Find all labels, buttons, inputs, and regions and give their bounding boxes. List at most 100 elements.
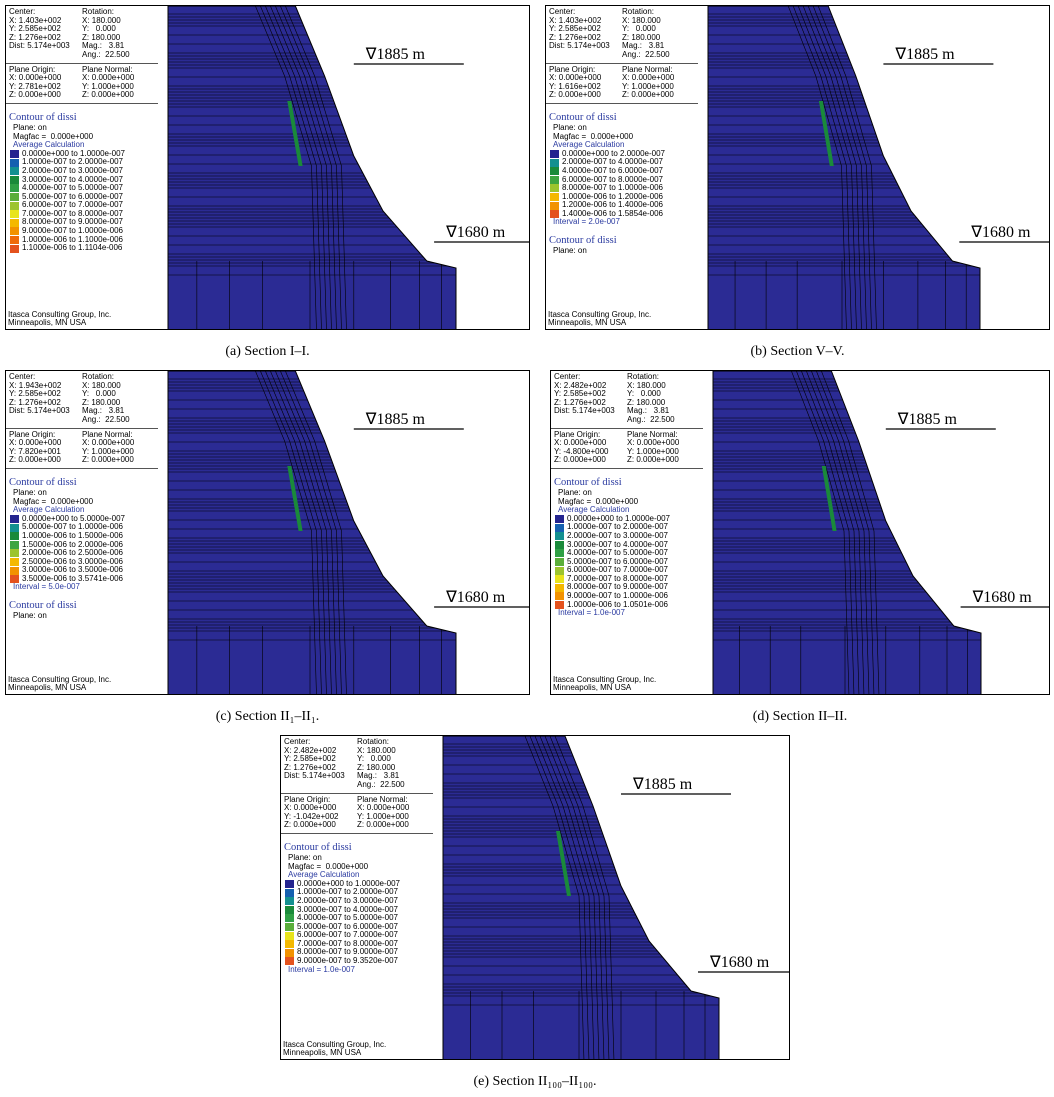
figure: (() => { const data = JSON.parse(documen… bbox=[0, 0, 1054, 1097]
legend-swatch bbox=[555, 584, 564, 592]
footer: Itasca Consulting Group, Inc.Minneapolis… bbox=[8, 311, 111, 328]
elevation-label: ∇1885 m bbox=[632, 776, 693, 793]
info-line: Dist: 5.174e+003 bbox=[284, 772, 357, 781]
info-column: Plane Normal:X: 0.000e+000Y: 1.000e+000Z… bbox=[82, 431, 155, 465]
legend-swatch bbox=[10, 558, 19, 566]
legend-panel: Center:X: 1.403e+002Y: 2.585e+002Z: 1.27… bbox=[546, 6, 698, 329]
contour-line: Plane: on bbox=[13, 612, 158, 621]
legend-swatch bbox=[10, 193, 19, 201]
legend-swatch bbox=[10, 567, 19, 575]
info-line: Dist: 5.174e+003 bbox=[9, 42, 82, 51]
legend-panel: Center:X: 1.403e+002Y: 2.585e+002Z: 1.27… bbox=[6, 6, 158, 329]
legend-swatch bbox=[285, 906, 294, 914]
elevation-label: ∇1885 m bbox=[365, 411, 426, 428]
view-info: Center:X: 2.482e+002Y: 2.585e+002Z: 1.27… bbox=[551, 371, 703, 429]
legend-swatch bbox=[10, 245, 19, 253]
plane-info: Plane Origin:X: 0.000e+000Y: 7.820e+001Z… bbox=[6, 429, 158, 469]
info-column: Plane Origin:X: 0.000e+000Y: 7.820e+001Z… bbox=[9, 431, 82, 465]
legend-swatch bbox=[10, 549, 19, 557]
info-line: Ang.: 22.500 bbox=[357, 781, 430, 790]
info-column: Plane Origin:X: 0.000e+000Y: -1.042e+002… bbox=[284, 796, 357, 830]
legend-entry: 1.1000e-006 to 1.1104e-006 bbox=[10, 244, 158, 253]
legend-swatch bbox=[285, 923, 294, 931]
info-line: Z: 0.000e+000 bbox=[82, 91, 155, 100]
panel: Center:X: 1.403e+002Y: 2.585e+002Z: 1.27… bbox=[5, 5, 530, 330]
footer-line: Minneapolis, MN USA bbox=[553, 684, 656, 693]
caption: (a) Section I–I. bbox=[5, 344, 530, 360]
info-column: Rotation:X: 180.000Y: 0.000Z: 180.000Mag… bbox=[82, 373, 155, 425]
elevation-label: ∇1680 m bbox=[709, 954, 770, 971]
contour-line: Plane: on bbox=[553, 247, 698, 256]
legend-swatch bbox=[550, 167, 559, 175]
legend-swatch bbox=[285, 932, 294, 940]
elevation-label: ∇1680 m bbox=[972, 589, 1033, 606]
legend-swatch bbox=[10, 159, 19, 167]
contour-title: Contour of dissi bbox=[9, 600, 158, 611]
footer: Itasca Consulting Group, Inc.Minneapolis… bbox=[8, 676, 111, 693]
panel: Center:X: 2.482e+002Y: 2.585e+002Z: 1.27… bbox=[280, 735, 790, 1060]
info-column: Plane Origin:X: 0.000e+000Y: -4.800e+000… bbox=[554, 431, 627, 465]
view-info: Center:X: 1.943e+002Y: 2.585e+002Z: 1.27… bbox=[6, 371, 158, 429]
info-column: Rotation:X: 180.000Y: 0.000Z: 180.000Mag… bbox=[622, 8, 695, 60]
info-line: Z: 0.000e+000 bbox=[284, 821, 357, 830]
legend-swatch bbox=[555, 558, 564, 566]
contour-title: Contour of dissi bbox=[9, 112, 158, 123]
legend-swatch bbox=[555, 541, 564, 549]
info-line: Dist: 5.174e+003 bbox=[9, 407, 82, 416]
elevation-label: ∇1680 m bbox=[970, 224, 1031, 241]
footer-line: Minneapolis, MN USA bbox=[8, 319, 111, 328]
legend-swatch bbox=[550, 184, 559, 192]
info-column: Center:X: 2.482e+002Y: 2.585e+002Z: 1.27… bbox=[554, 373, 627, 425]
info-line: Z: 0.000e+000 bbox=[622, 91, 695, 100]
info-line: Ang.: 22.500 bbox=[82, 416, 155, 425]
legend-swatch bbox=[555, 524, 564, 532]
footer: Itasca Consulting Group, Inc.Minneapolis… bbox=[553, 676, 656, 693]
info-column: Plane Normal:X: 0.000e+000Y: 1.000e+000Z… bbox=[82, 66, 155, 100]
legend-swatch bbox=[555, 515, 564, 523]
legend-swatch bbox=[10, 236, 19, 244]
legend-swatch bbox=[550, 193, 559, 201]
legend-swatch bbox=[555, 549, 564, 557]
info-line: Z: 0.000e+000 bbox=[549, 91, 622, 100]
plane-info: Plane Origin:X: 0.000e+000Y: -1.042e+002… bbox=[281, 794, 433, 834]
panel: Center:X: 1.403e+002Y: 2.585e+002Z: 1.27… bbox=[545, 5, 1050, 330]
info-column: Plane Normal:X: 0.000e+000Y: 1.000e+000Z… bbox=[627, 431, 700, 465]
interval: Interval = 2.0e-007 bbox=[553, 218, 698, 227]
info-line: Dist: 5.174e+003 bbox=[554, 407, 627, 416]
view-info: Center:X: 1.403e+002Y: 2.585e+002Z: 1.27… bbox=[546, 6, 698, 64]
view-info: Center:X: 2.482e+002Y: 2.585e+002Z: 1.27… bbox=[281, 736, 433, 794]
caption: (b) Section V–V. bbox=[545, 344, 1050, 360]
caption: (d) Section II–II. bbox=[550, 709, 1050, 725]
legend-swatch bbox=[285, 897, 294, 905]
legend-swatch bbox=[10, 176, 19, 184]
legend-swatch bbox=[285, 914, 294, 922]
info-line: Z: 0.000e+000 bbox=[82, 456, 155, 465]
legend-swatch bbox=[10, 524, 19, 532]
footer: Itasca Consulting Group, Inc.Minneapolis… bbox=[283, 1041, 386, 1058]
panel: Center:X: 2.482e+002Y: 2.585e+002Z: 1.27… bbox=[550, 370, 1050, 695]
legend-swatch bbox=[555, 592, 564, 600]
legend-swatch bbox=[285, 940, 294, 948]
elevation-label: ∇1885 m bbox=[365, 46, 426, 63]
info-line: Z: 0.000e+000 bbox=[9, 91, 82, 100]
info-line: Dist: 5.174e+003 bbox=[549, 42, 622, 51]
legend-panel: Center:X: 2.482e+002Y: 2.585e+002Z: 1.27… bbox=[551, 371, 703, 694]
legend-swatch bbox=[10, 167, 19, 175]
info-column: Plane Origin:X: 0.000e+000Y: 1.616e+002Z… bbox=[549, 66, 622, 100]
legend-swatch bbox=[285, 949, 294, 957]
info-line: Ang.: 22.500 bbox=[627, 416, 700, 425]
legend-swatch bbox=[10, 202, 19, 210]
panel: Center:X: 1.943e+002Y: 2.585e+002Z: 1.27… bbox=[5, 370, 530, 695]
info-line: Ang.: 22.500 bbox=[622, 51, 695, 60]
elevation-label: ∇1885 m bbox=[897, 411, 958, 428]
model-view: ∇1885 m∇1680 m bbox=[164, 371, 529, 695]
legend-swatch bbox=[550, 159, 559, 167]
info-line: Z: 0.000e+000 bbox=[9, 456, 82, 465]
interval: Interval = 1.0e-007 bbox=[288, 966, 433, 975]
